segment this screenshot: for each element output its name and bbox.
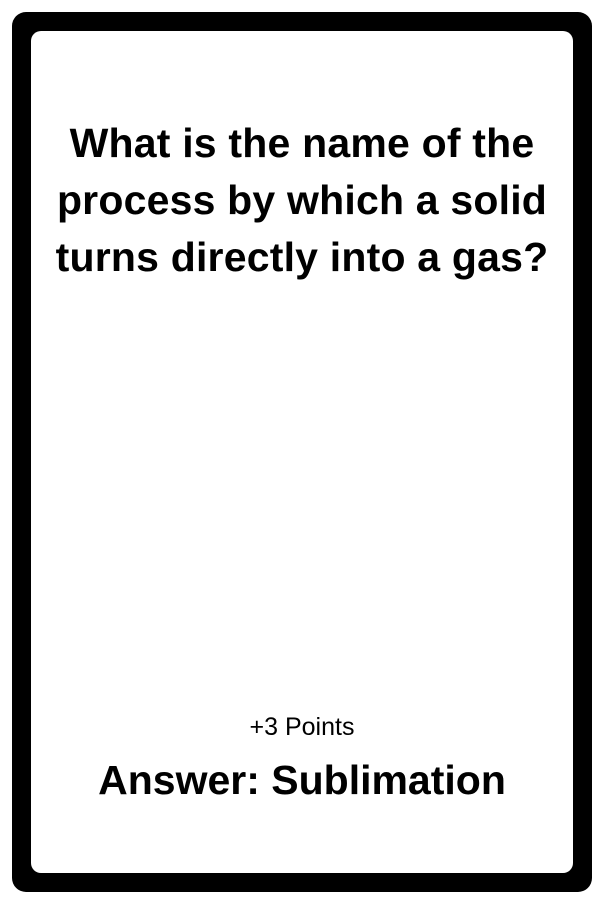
trivia-card: What is the name of the process by which… — [31, 31, 573, 873]
points-label: +3 Points — [249, 713, 355, 741]
answer-text: Answer: Sublimation — [98, 757, 506, 803]
question-text: What is the name of the process by which… — [55, 120, 549, 280]
